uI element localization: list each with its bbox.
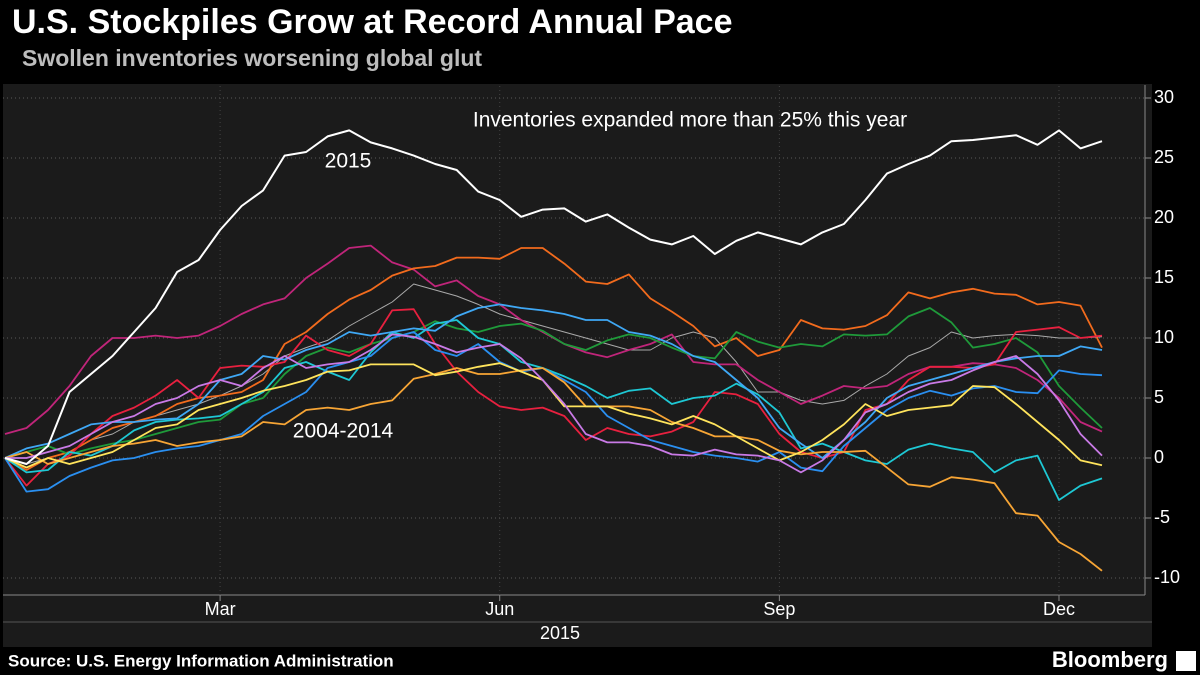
series-line [4,247,1103,471]
annotation: 2004-2014 [293,420,394,443]
y-tick-label: 10 [1154,327,1174,347]
annotation: Inventories expanded more than 25% this … [473,109,907,132]
y-tick-label: 15 [1154,267,1174,287]
series-line [4,283,1103,465]
x-tick-label: Sep [763,599,795,619]
series-line [4,308,1103,487]
series-line [4,319,1103,501]
x-tick-label: Dec [1043,599,1075,619]
series-line [4,367,1103,572]
y-tick-label: -10 [1154,567,1180,587]
series-line [5,333,1103,474]
chart-subtitle: Swollen inventories worsening global glu… [22,45,482,71]
series-line [4,307,1103,459]
brand: Bloomberg [1052,647,1168,672]
source: Source: U.S. Energy Information Administ… [8,651,394,670]
brand-icon [1176,651,1196,671]
y-tick-label: 0 [1154,447,1164,467]
series-line [4,129,1103,465]
y-tick-label: -5 [1154,507,1170,527]
x-tick-label: Jun [485,599,514,619]
series-line [4,303,1103,459]
y-tick-label: 30 [1154,87,1174,107]
y-tick-label: 25 [1154,147,1174,167]
x-tick-label: Mar [205,599,236,619]
annotation: 2015 [325,150,372,173]
series-line [4,331,1103,493]
chart-title: U.S. Stockpiles Grow at Record Annual Pa… [12,3,733,41]
y-tick-label: 20 [1154,207,1174,227]
x-group-label: 2015 [540,623,580,643]
y-tick-label: 5 [1154,387,1164,407]
